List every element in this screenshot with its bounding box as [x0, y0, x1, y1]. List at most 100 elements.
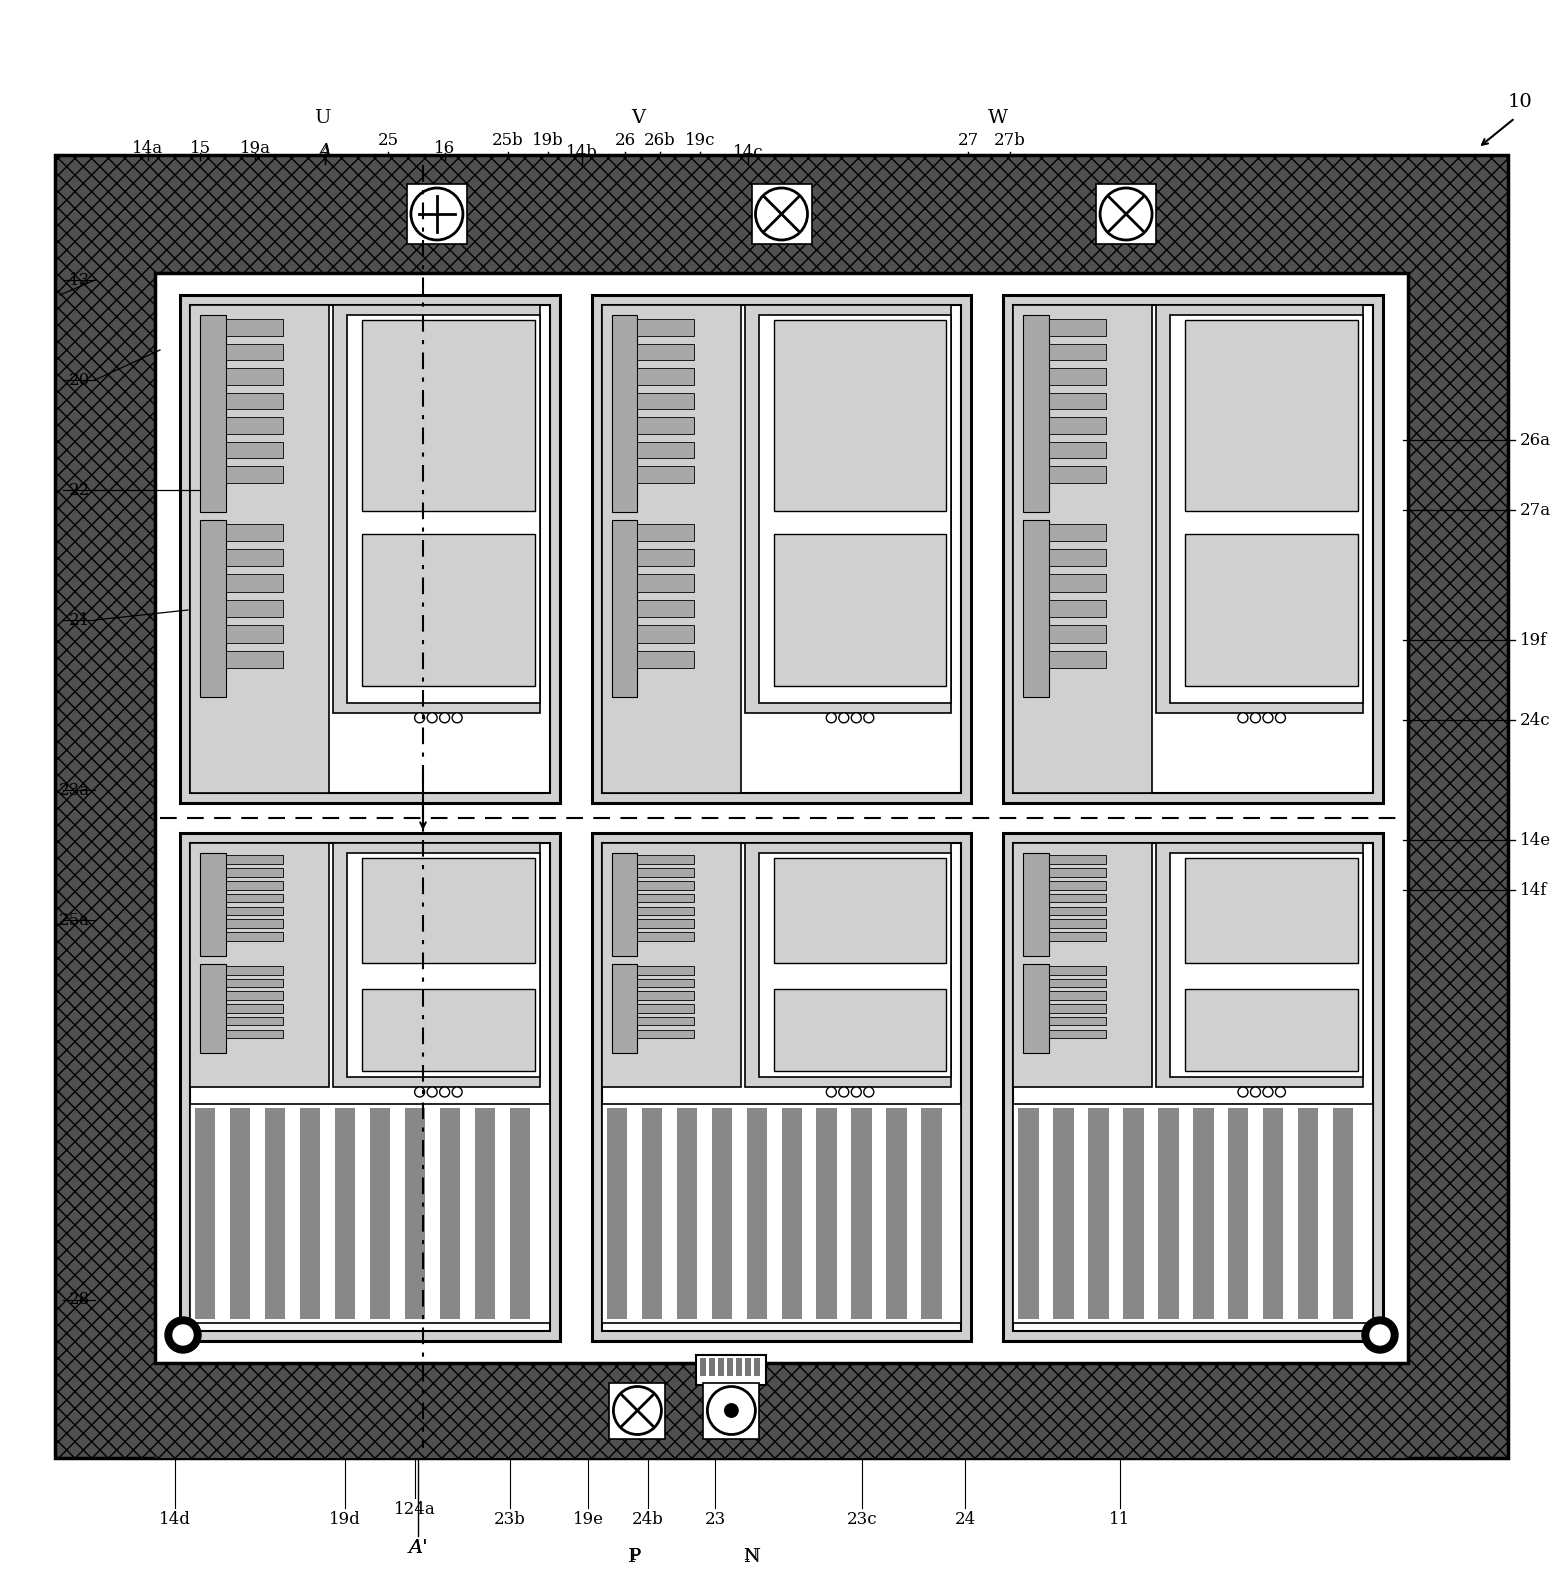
Bar [225, 868, 283, 877]
Circle shape [1275, 713, 1285, 723]
Bar [225, 906, 283, 915]
Bar [710, 1359, 714, 1376]
Text: 25a: 25a [59, 912, 91, 928]
Text: 25b: 25b [492, 131, 524, 148]
Bar [1024, 964, 1049, 1053]
Circle shape [1371, 1326, 1390, 1344]
Bar [638, 920, 694, 928]
Bar [758, 854, 952, 1078]
Circle shape [166, 1318, 202, 1352]
Bar [606, 1108, 627, 1319]
Text: 23: 23 [705, 1512, 725, 1529]
Bar [225, 1016, 283, 1026]
Bar [1053, 1108, 1074, 1319]
Bar [1049, 966, 1107, 975]
Text: 26: 26 [614, 131, 636, 148]
Bar [638, 906, 694, 915]
Text: 11: 11 [1110, 1512, 1130, 1529]
Bar [1157, 843, 1363, 1087]
Bar [195, 1108, 216, 1319]
Bar [746, 1359, 750, 1376]
Bar [510, 1108, 530, 1319]
Bar [333, 843, 539, 1087]
Bar [736, 1359, 742, 1376]
Bar [638, 442, 694, 459]
Bar [602, 843, 741, 1087]
Bar [638, 893, 694, 903]
Text: 23a: 23a [59, 781, 91, 798]
Text: 19b: 19b [531, 131, 564, 148]
Text: 21: 21 [69, 612, 91, 628]
Text: 27b: 27b [994, 131, 1025, 148]
Circle shape [452, 1087, 463, 1097]
Bar [1171, 316, 1363, 702]
Text: 27a: 27a [1519, 502, 1550, 519]
Circle shape [439, 713, 450, 723]
Bar [642, 1108, 663, 1319]
Bar [886, 1108, 907, 1319]
Bar [439, 1108, 460, 1319]
Bar [1049, 1004, 1107, 1013]
Bar [200, 519, 225, 697]
Bar [611, 519, 638, 697]
Bar [700, 1359, 706, 1376]
Bar [225, 650, 283, 667]
Bar [333, 305, 539, 713]
Circle shape [1263, 713, 1272, 723]
Bar [816, 1108, 836, 1319]
Bar [200, 316, 225, 511]
Bar [225, 991, 283, 1000]
Bar [638, 368, 694, 385]
Bar [638, 524, 694, 541]
Bar [638, 467, 694, 483]
Bar [1171, 854, 1363, 1078]
Circle shape [411, 188, 463, 240]
Bar [225, 417, 283, 434]
Bar [55, 155, 1508, 1458]
Circle shape [1275, 1087, 1285, 1097]
Bar [225, 368, 283, 385]
Bar [1049, 368, 1107, 385]
Bar [1185, 858, 1358, 963]
Bar [225, 600, 283, 617]
Bar [1049, 933, 1107, 940]
Bar [638, 574, 694, 592]
Bar [1024, 316, 1049, 511]
Bar [774, 320, 946, 511]
Bar [1049, 600, 1107, 617]
Bar [611, 964, 638, 1053]
Bar [744, 305, 952, 713]
Bar [1297, 1108, 1319, 1319]
Text: 13: 13 [69, 271, 91, 289]
Bar [744, 843, 952, 1087]
Bar [638, 549, 694, 567]
Text: 124a: 124a [394, 1502, 436, 1518]
Bar [1013, 305, 1372, 794]
Bar [1049, 467, 1107, 483]
Circle shape [1238, 1087, 1247, 1097]
Bar [405, 1108, 425, 1319]
Bar [1049, 978, 1107, 988]
Bar [1049, 920, 1107, 928]
Text: 27: 27 [958, 131, 978, 148]
Text: 22: 22 [69, 481, 91, 499]
Bar [1049, 319, 1107, 336]
Bar [363, 533, 535, 686]
Bar [638, 855, 694, 863]
Bar [225, 855, 283, 863]
Bar [638, 1004, 694, 1013]
Circle shape [452, 713, 463, 723]
Bar [225, 524, 283, 541]
Bar [711, 1108, 731, 1319]
Bar [180, 833, 560, 1341]
Circle shape [173, 1326, 192, 1344]
Bar [155, 1363, 1408, 1458]
Bar [1185, 989, 1358, 1070]
Bar [1049, 625, 1107, 642]
Bar [638, 417, 694, 434]
Bar [225, 933, 283, 940]
Circle shape [1361, 1318, 1397, 1352]
Bar [1049, 906, 1107, 915]
Text: 19f: 19f [1519, 631, 1547, 649]
Circle shape [852, 1087, 861, 1097]
